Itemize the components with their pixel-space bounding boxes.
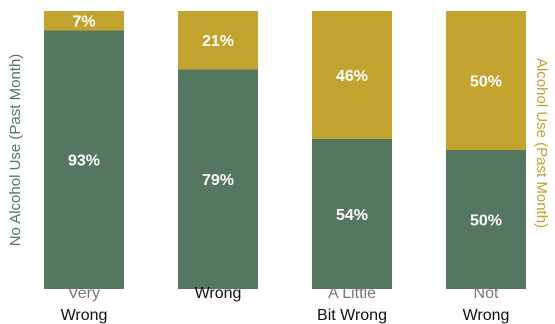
category-label-3-line1: Not bbox=[474, 285, 499, 302]
category-label-0-line2: Wrong bbox=[61, 307, 108, 324]
bar-alcohol-0 bbox=[44, 11, 124, 31]
category-label-3-line2: Wrong bbox=[463, 307, 510, 324]
bar-alcohol-3 bbox=[446, 11, 526, 150]
category-label-0-line1: Very bbox=[68, 285, 100, 302]
right-axis-label: Alcohol Use (Past Month) bbox=[533, 58, 550, 228]
data-label-alcohol-2: 46% bbox=[336, 68, 368, 85]
data-label-no-alcohol-1: 79% bbox=[202, 172, 234, 189]
left-axis-label: No Alcohol Use (Past Month) bbox=[7, 54, 24, 247]
data-label-no-alcohol-3: 50% bbox=[470, 213, 502, 230]
bar-no-alcohol-0 bbox=[44, 30, 124, 290]
data-label-alcohol-1: 21% bbox=[202, 33, 234, 50]
bar-alcohol-2 bbox=[312, 11, 392, 139]
data-label-no-alcohol-0: 93% bbox=[68, 153, 100, 170]
bar-alcohol-1 bbox=[178, 11, 258, 70]
data-label-alcohol-0: 7% bbox=[72, 14, 95, 31]
bar-no-alcohol-3 bbox=[446, 150, 526, 289]
data-label-alcohol-3: 50% bbox=[470, 74, 502, 91]
bar-no-alcohol-1 bbox=[178, 69, 258, 289]
category-label-2-line2: Bit Wrong bbox=[317, 307, 387, 324]
category-label-1-line2: Wrong bbox=[195, 285, 242, 302]
data-label-no-alcohol-2: 54% bbox=[336, 207, 368, 224]
bar-no-alcohol-2 bbox=[312, 138, 392, 289]
category-labels: Very Wrong Wrong A Little Bit Wrong Not Wrong bbox=[61, 285, 510, 324]
bars-group: 93% 7% 79% 21% 54% 46% 50% 50% bbox=[44, 11, 526, 290]
category-label-2-line1: A Little bbox=[328, 285, 376, 302]
